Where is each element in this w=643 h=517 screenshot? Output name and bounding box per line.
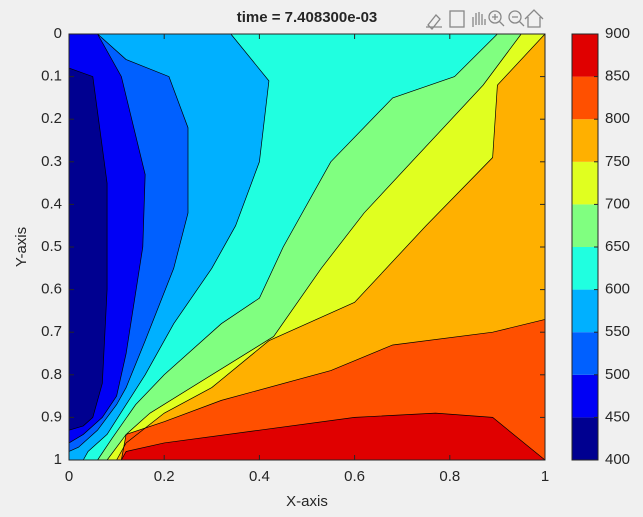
x-tick-label: 0.4 [249, 468, 270, 485]
contour-line [68, 33, 146, 444]
y-tick-label: 0.2 [41, 110, 62, 127]
y-tick-label: 0.6 [41, 281, 62, 298]
y-tick-label: 0.8 [41, 366, 62, 383]
y-tick-label: 0.9 [41, 408, 62, 425]
x-tick-label: 1 [541, 468, 549, 485]
contour-line [121, 319, 546, 461]
datatip-icon[interactable] [449, 10, 465, 28]
colorbar-tick-label: 500 [605, 366, 630, 383]
colorbar-tick-label: 450 [605, 408, 630, 425]
colorbar-tick-label: 650 [605, 238, 630, 255]
colorbar-tick-label: 750 [605, 153, 630, 170]
colorbar-band [572, 332, 598, 375]
contour-line [68, 33, 189, 452]
plot-area [68, 33, 546, 461]
y-tick-label: 0.4 [41, 195, 62, 212]
home-icon[interactable] [524, 9, 544, 28]
contour-line [97, 33, 498, 461]
y-tick-label: 0.1 [41, 68, 62, 85]
y-tick-label: 1 [54, 451, 62, 468]
zoom-out-icon[interactable] [508, 10, 522, 24]
colorbar-tick-label: 600 [605, 281, 630, 298]
y-axis-label: Y-axis [13, 227, 30, 267]
contour-line [68, 67, 108, 431]
contour-band [121, 413, 546, 460]
y-tick-label: 0.3 [41, 153, 62, 170]
colorbar: 400 450 500 550 600 650 700 750 800 850 900 [571, 25, 630, 468]
colorbar-tick-label: 400 [605, 451, 630, 468]
colorbar-band [572, 289, 598, 333]
toolbar [426, 9, 544, 30]
colorbar-band [572, 34, 598, 77]
x-tick-label: 0.8 [439, 468, 460, 485]
brush-icon[interactable] [426, 14, 442, 30]
y-tick-label: 0 [54, 25, 62, 42]
colorbar-tick-label: 900 [605, 25, 630, 42]
x-tick-label: 0 [65, 468, 73, 485]
zoom-in-icon[interactable] [488, 10, 502, 24]
y-tick-label: 0.7 [41, 323, 62, 340]
x-tick-label: 0.6 [344, 468, 365, 485]
colorbar-band [572, 119, 598, 162]
colorbar-band [572, 161, 598, 205]
pan-icon[interactable] [472, 12, 486, 27]
chart-title: time = 7.408300e-03 [237, 9, 378, 26]
contour-line [121, 412, 546, 461]
colorbar-tick-label: 850 [605, 68, 630, 85]
colorbar-tick-label: 700 [605, 195, 630, 212]
x-axis-label: X-axis [286, 493, 328, 510]
contour-line [106, 33, 522, 461]
colorbar-tick-label: 800 [605, 110, 630, 127]
colorbar-band [572, 417, 598, 460]
colorbar-band [572, 204, 598, 247]
colorbar-tick-label: 550 [605, 323, 630, 340]
x-tick-label: 0.2 [154, 468, 175, 485]
colorbar-band [572, 374, 598, 418]
contour-line [82, 33, 270, 461]
colorbar-band [572, 247, 598, 290]
y-tick-label: 0.5 [41, 238, 62, 255]
colorbar-band [572, 76, 598, 120]
